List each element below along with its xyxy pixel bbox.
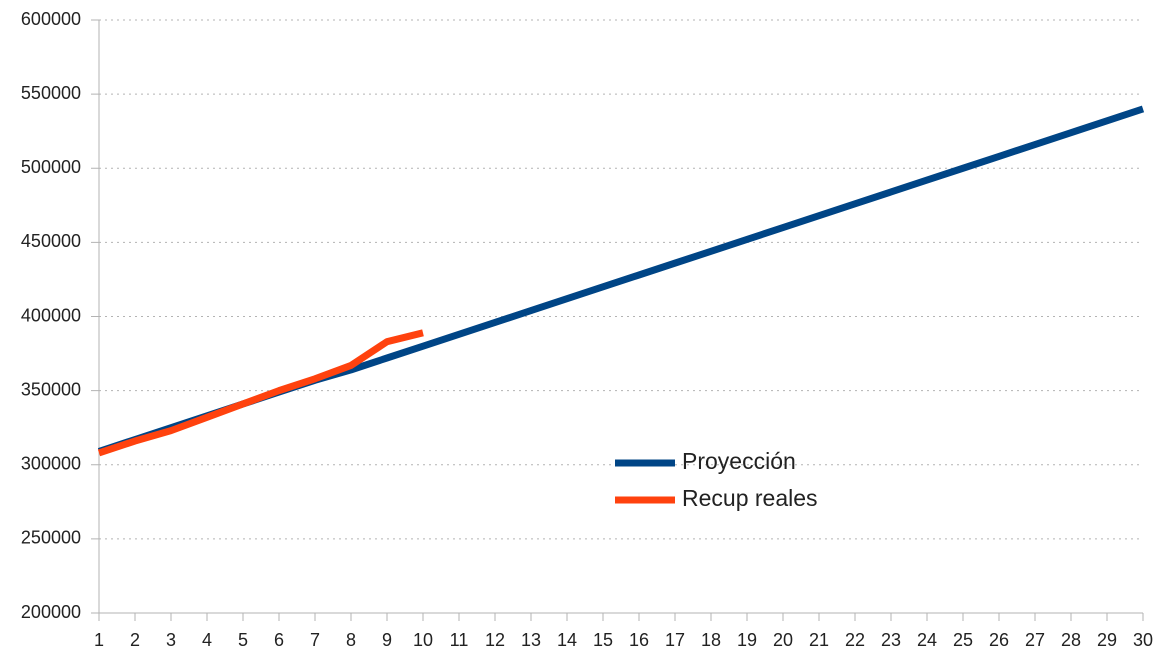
y-tick-label: 550000 [21,83,81,103]
x-tick-label: 9 [382,630,392,650]
x-tick-label: 11 [450,630,469,650]
x-tick-label: 10 [413,630,433,650]
y-tick-label: 300000 [21,454,81,474]
x-tick-label: 21 [809,630,829,650]
x-tick-label: 20 [773,630,793,650]
y-tick-label: 250000 [21,528,81,548]
x-tick-label: 15 [593,630,613,650]
x-tick-label: 24 [917,630,937,650]
x-tick-label: 27 [1025,630,1045,650]
y-tick-label: 500000 [21,157,81,177]
x-tick-label: 14 [557,630,577,650]
x-tick-label: 29 [1097,630,1117,650]
x-tick-label: 1 [94,630,104,650]
x-tick-label: 23 [881,630,901,650]
x-tick-label: 17 [665,630,685,650]
series-line [97,329,424,457]
y-tick-label: 200000 [21,602,81,622]
x-tick-label: 26 [989,630,1009,650]
x-tick-label: 5 [238,630,248,650]
x-tick-label: 18 [701,630,721,650]
x-tick-label: 4 [202,630,212,650]
x-tick-label: 22 [845,630,865,650]
x-tick-label: 19 [737,630,757,650]
x-tick-label: 6 [274,630,284,650]
legend-label: Proyección [682,448,796,474]
x-tick-label: 25 [953,630,973,650]
y-tick-label: 350000 [21,379,81,399]
legend-label: Recup reales [682,485,818,511]
x-tick-label: 2 [130,630,140,650]
x-tick-label: 8 [346,630,356,650]
x-tick-label: 7 [310,630,320,650]
x-tick-label: 16 [629,630,649,650]
x-tick-label: 13 [521,630,541,650]
x-tick-label: 12 [485,630,505,650]
y-tick-label: 600000 [21,9,81,29]
x-tick-label: 30 [1133,630,1153,650]
y-tick-label: 450000 [21,231,81,251]
x-tick-label: 3 [166,630,176,650]
y-tick-label: 400000 [21,305,81,325]
x-tick-label: 28 [1061,630,1081,650]
